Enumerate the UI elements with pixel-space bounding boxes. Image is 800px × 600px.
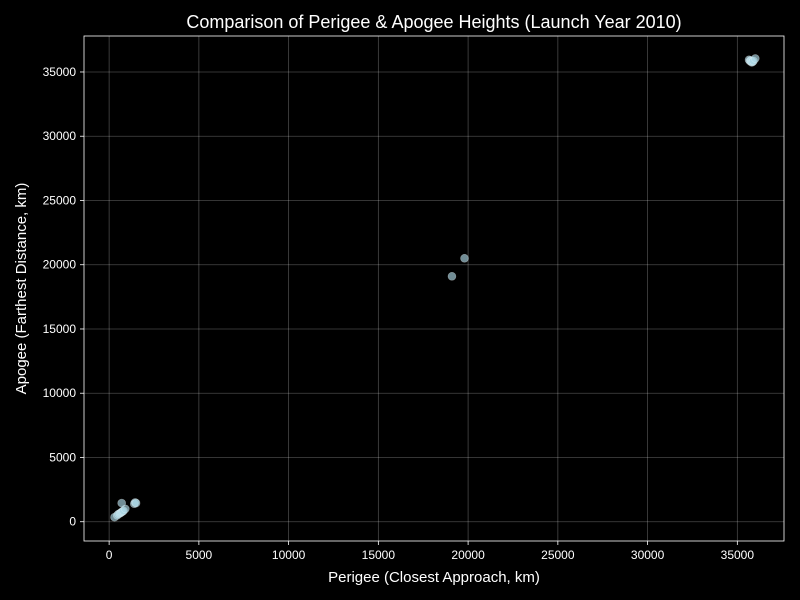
scatter-point [750,54,760,63]
chart-title: Comparison of Perigee & Apogee Heights (… [186,12,681,32]
grid-layer [84,36,784,541]
axes-layer: 0 5000 10000 15000 20000 25000 30000 35000 0 5000… [43,65,755,562]
x-tick-label: 5000 [186,548,213,562]
y-tick-label: 5000 [49,450,76,464]
x-tick-label: 0 [106,548,113,562]
x-tick-label: 35000 [721,548,755,562]
x-tick-label: 20000 [451,548,485,562]
y-tick-label: 25000 [43,193,77,207]
scatter-point [117,498,126,508]
x-tick-label: 30000 [631,548,665,562]
scatter-point [131,498,141,508]
y-axis-title: Apogee (Farthest Distance, km) [13,183,30,395]
x-tick-label: 15000 [362,548,396,562]
scatter-point [460,254,469,263]
y-tick-label: 10000 [43,386,77,400]
x-tick-label: 10000 [272,548,306,562]
y-tick-label: 35000 [43,65,77,79]
y-tick-label: 0 [69,515,76,529]
x-axis-title: Perigee (Closest Approach, km) [328,569,540,586]
scatter-point [447,271,457,281]
y-tick-label: 15000 [43,322,77,336]
y-tick-label: 20000 [43,258,77,272]
points-layer [110,54,760,522]
x-tick-label: 25000 [541,548,575,562]
scatter-point [120,504,130,514]
plot-frame [83,35,785,542]
y-tick-label: 30000 [43,129,77,143]
